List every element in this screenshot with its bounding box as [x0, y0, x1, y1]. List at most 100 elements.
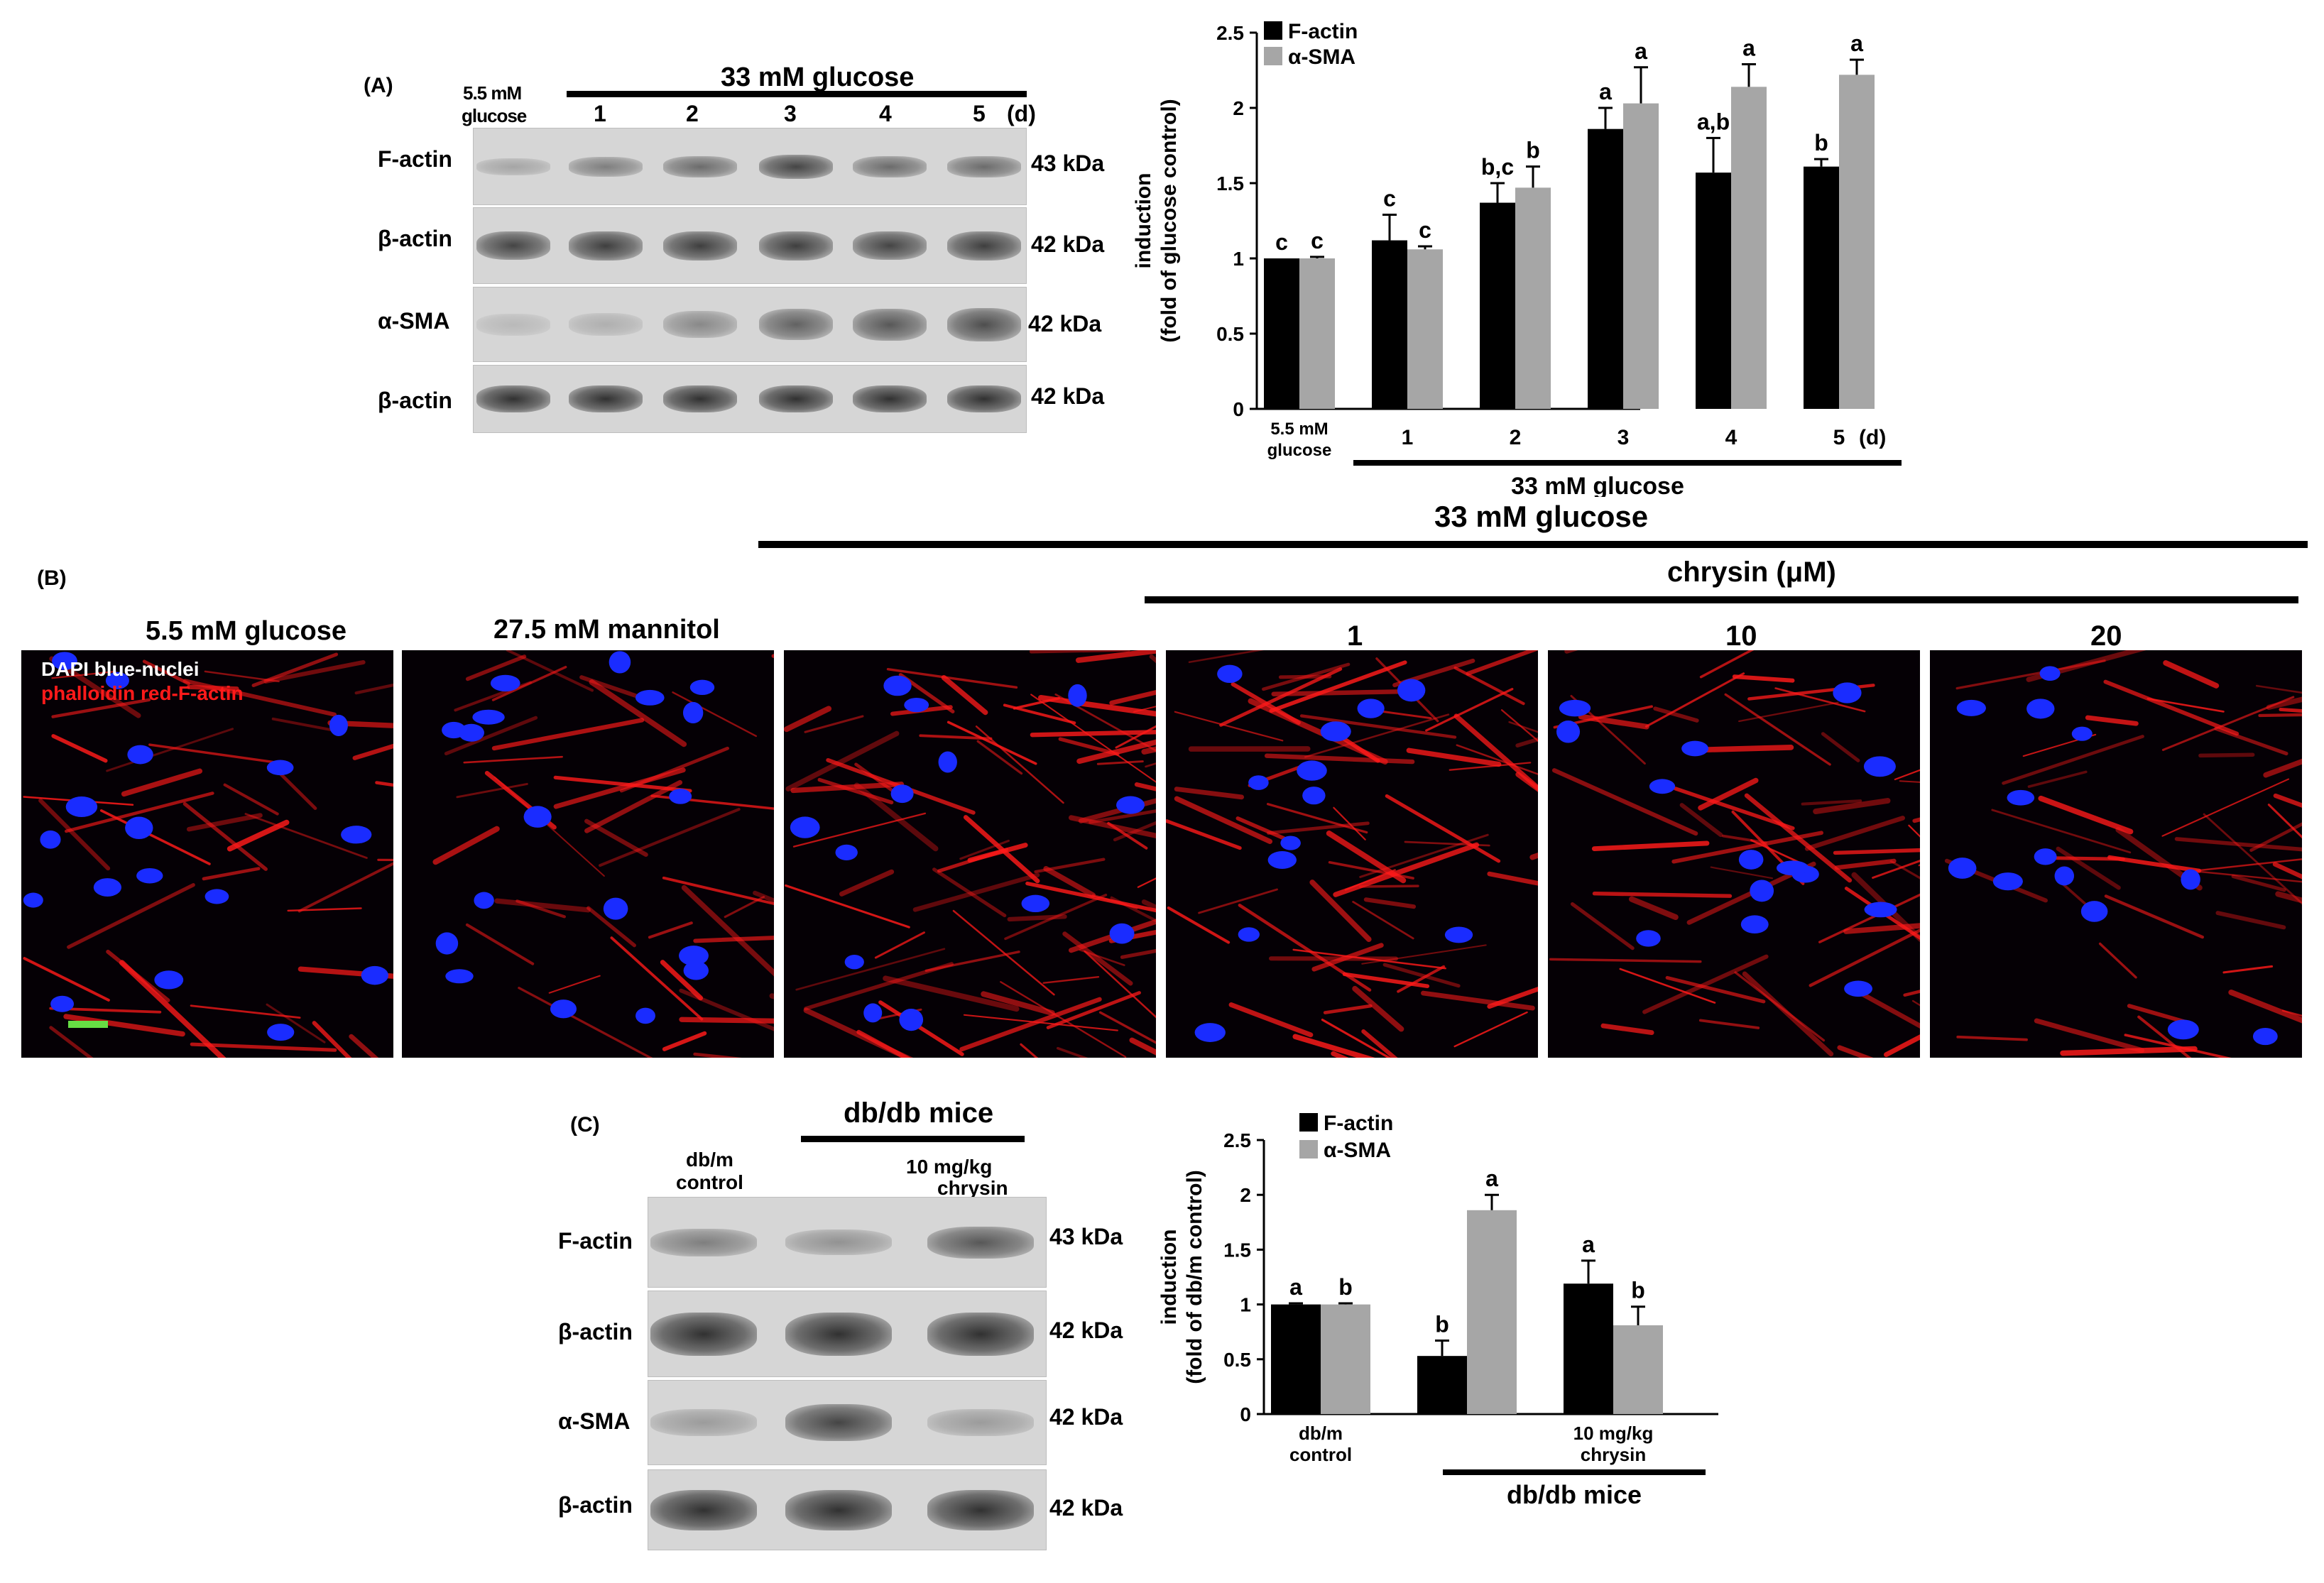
- actin-fiber: [1075, 650, 1156, 663]
- actin-fiber: [1120, 948, 1156, 959]
- nucleus: [938, 751, 957, 773]
- blot-band: [476, 158, 550, 175]
- nucleus: [329, 714, 348, 736]
- nucleus: [669, 789, 692, 804]
- actin-fiber: [2214, 726, 2288, 756]
- actin-fiber: [1098, 1011, 1156, 1044]
- actin-fiber: [795, 948, 946, 991]
- blot-band: [853, 155, 927, 177]
- blot-band: [663, 231, 737, 261]
- actin-fiber: [190, 1004, 301, 1019]
- actin-fiber: [584, 779, 683, 833]
- actin-fiber: [1466, 650, 1538, 676]
- blot-band: [927, 1226, 1034, 1259]
- x-tick-label: 4: [1725, 426, 1737, 449]
- legend-label: α-SMA: [1324, 1139, 1391, 1162]
- blot-band: [476, 385, 550, 412]
- actin-fiber: [352, 743, 393, 760]
- actin-fiber: [1292, 948, 1446, 970]
- blot-band: [927, 1489, 1034, 1530]
- nucleus: [2252, 1027, 2278, 1046]
- blot-band: [663, 155, 737, 177]
- actin-fiber: [1133, 706, 1156, 713]
- micrograph-svg: [1944, 650, 2302, 1058]
- actin-fiber: [1235, 816, 1287, 840]
- significance-letter: a: [1742, 35, 1755, 61]
- actin-fiber: [1872, 860, 1920, 880]
- actin-fiber: [354, 683, 393, 695]
- actin-fiber: [51, 698, 151, 718]
- nucleus: [2181, 869, 2200, 890]
- actin-fiber: [23, 957, 110, 1002]
- actin-fiber: [1642, 954, 1769, 1014]
- actin-fiber: [1304, 713, 1450, 758]
- panel-a-kda-4: 42 kDa: [1031, 383, 1105, 409]
- blot-strip: [648, 1291, 1047, 1377]
- actin-fiber: [1089, 809, 1156, 824]
- panel-c-row-label-beta-actin-2: β-actin: [558, 1492, 633, 1518]
- actin-fiber: [1174, 711, 1284, 742]
- actin-fiber: [1722, 834, 1767, 844]
- blot-band: [476, 231, 550, 260]
- nucleus: [523, 806, 552, 828]
- nucleus: [1740, 915, 1769, 933]
- panel-c-kda-2: 42 kDa: [1049, 1318, 1123, 1343]
- actin-fiber: [1889, 860, 1920, 880]
- actin-fiber: [1453, 666, 1525, 706]
- actin-fiber: [1732, 674, 1795, 683]
- nucleus: [835, 844, 858, 860]
- actin-fiber: [244, 813, 368, 859]
- actin-fiber: [2163, 659, 2220, 689]
- bar-f-actin: [1696, 172, 1731, 409]
- actin-fiber: [1549, 958, 1702, 963]
- actin-fiber: [1034, 858, 1106, 874]
- nucleus: [474, 892, 494, 909]
- bar-f-actin: [1564, 1283, 1613, 1414]
- significance-letter: a: [1289, 1274, 1302, 1300]
- nucleus: [1280, 836, 1301, 850]
- legend-swatch: [1264, 47, 1282, 65]
- actin-fiber: [610, 936, 704, 1021]
- x-control-label-1: 5.5 mM: [1270, 420, 1328, 439]
- actin-fiber: [2255, 684, 2302, 694]
- actin-fiber: [1738, 701, 1839, 723]
- bar-f-actin: [1372, 240, 1407, 409]
- blot-band: [759, 309, 833, 340]
- nucleus: [1864, 902, 1897, 918]
- actin-fiber: [465, 654, 527, 681]
- actin-fiber: [266, 1003, 326, 1044]
- actin-fiber: [1508, 721, 1538, 733]
- actin-fiber: [587, 906, 636, 948]
- nucleus: [125, 816, 153, 840]
- nucleus: [490, 674, 520, 692]
- actin-fiber: [1673, 787, 1795, 831]
- nucleus: [472, 709, 505, 725]
- actin-fiber: [1487, 871, 1538, 886]
- actin-fiber: [2279, 708, 2302, 713]
- actin-fiber: [1056, 1046, 1089, 1058]
- actin-fiber: [1231, 681, 1301, 725]
- actin-fiber: [1734, 971, 1826, 1042]
- actin-fiber: [1323, 1004, 1373, 1014]
- panel-a-row-label-beta-actin-2: β-actin: [378, 388, 452, 413]
- micrograph-image: [402, 650, 774, 1058]
- actin-fiber: [1269, 660, 1407, 713]
- nucleus: [1194, 1023, 1226, 1042]
- actin-fiber: [1899, 780, 1920, 783]
- actin-fiber: [1062, 931, 1133, 986]
- panel-a-day-unit: (d): [1007, 101, 1036, 126]
- actin-fiber: [932, 867, 1007, 918]
- actin-fiber: [148, 743, 276, 764]
- actin-fiber: [1267, 821, 1370, 835]
- micrograph-legend-phalloidin: phalloidin red-F-actin: [41, 682, 244, 704]
- x-day-unit: (d): [1859, 426, 1886, 449]
- panel-c-header-line: [801, 1136, 1025, 1142]
- actin-fiber: [853, 782, 939, 852]
- actin-fiber: [946, 721, 1037, 765]
- panel-a-day-1: 1: [594, 101, 606, 126]
- actin-fiber: [465, 923, 535, 965]
- nucleus: [1556, 721, 1581, 743]
- panel-c-col-treat-1: 10 mg/kg: [906, 1156, 993, 1178]
- x-group-line: [1443, 1469, 1706, 1475]
